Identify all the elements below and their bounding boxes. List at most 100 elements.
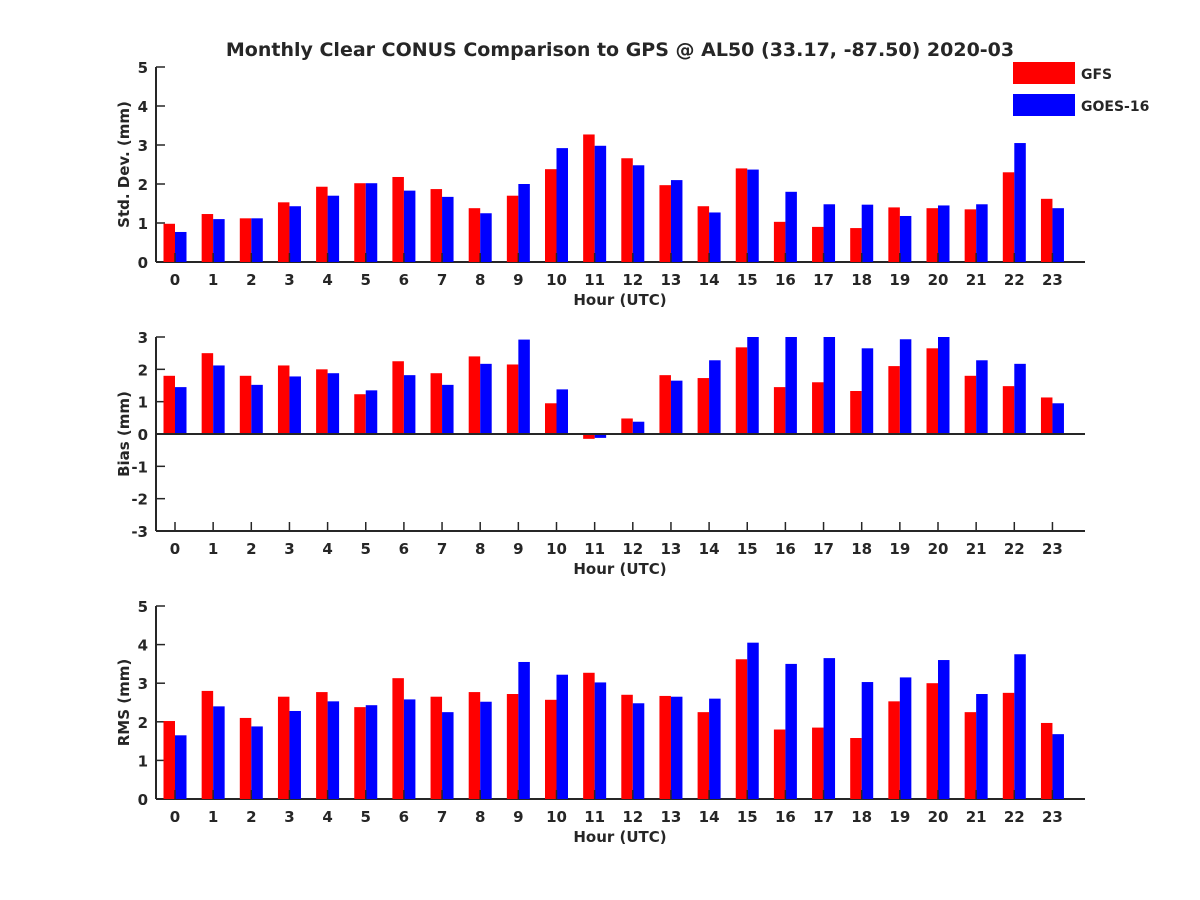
- x-tick-label: 17: [813, 808, 834, 826]
- bar-goes16: [785, 663, 797, 799]
- x-tick-label: 10: [546, 271, 567, 289]
- y-tick-label: -3: [131, 523, 148, 541]
- x-tick-label: 20: [928, 808, 949, 826]
- x-tick-label: 3: [284, 540, 294, 558]
- x-tick-label: 13: [661, 540, 682, 558]
- bar-gfs: [201, 690, 214, 799]
- bar-gfs: [964, 375, 977, 434]
- x-tick-label: 11: [584, 540, 605, 558]
- bar-gfs: [1040, 397, 1053, 434]
- bar-gfs: [201, 353, 214, 434]
- bar-goes16: [861, 204, 874, 262]
- bar-goes16: [251, 384, 263, 434]
- x-tick-label: 23: [1042, 540, 1063, 558]
- x-tick-label: 0: [170, 540, 180, 558]
- bar-goes16: [632, 165, 645, 262]
- x-tick-label: 2: [246, 271, 256, 289]
- bar-goes16: [403, 699, 416, 799]
- x-tick-label: 4: [322, 808, 332, 826]
- x-tick-label: 18: [851, 808, 872, 826]
- bar-goes16: [899, 677, 912, 799]
- x-tick-label: 8: [475, 540, 485, 558]
- bar-gfs: [621, 158, 633, 262]
- bar-goes16: [747, 337, 759, 434]
- bar-goes16: [899, 215, 912, 262]
- bar-gfs: [850, 738, 862, 799]
- bar-gfs: [735, 168, 748, 262]
- bar-gfs: [468, 692, 481, 799]
- bar-gfs: [163, 721, 175, 799]
- x-tick-label: 14: [699, 540, 720, 558]
- bar-gfs: [888, 366, 900, 434]
- bar-goes16: [976, 204, 988, 262]
- x-tick-label: 13: [661, 808, 682, 826]
- x-tick-label: 18: [851, 271, 872, 289]
- bar-goes16: [976, 694, 988, 799]
- bar-gfs: [468, 356, 481, 434]
- bar-gfs: [545, 403, 557, 434]
- x-tick-label: 19: [889, 540, 910, 558]
- bar-goes16: [709, 212, 721, 262]
- bar-gfs: [773, 221, 786, 262]
- bar-goes16: [518, 661, 530, 799]
- bar-gfs: [545, 699, 557, 799]
- bar-gfs: [697, 206, 710, 262]
- bar-goes16: [365, 183, 378, 262]
- bar-goes16: [594, 682, 607, 799]
- bar-goes16: [747, 169, 759, 262]
- bar-gfs: [888, 701, 900, 799]
- bar-gfs: [621, 694, 633, 799]
- x-tick-label: 19: [889, 271, 910, 289]
- bar-goes16: [709, 698, 721, 799]
- bar-goes16: [1014, 363, 1026, 434]
- bar-goes16: [403, 190, 416, 262]
- y-tick-label: 4: [138, 637, 148, 655]
- bar-gfs: [277, 696, 290, 799]
- bar-gfs: [1002, 692, 1015, 799]
- bar-gfs: [354, 707, 366, 799]
- bar-goes16: [518, 184, 530, 262]
- bar-gfs: [430, 189, 443, 262]
- bar-gfs: [812, 727, 824, 799]
- bar-goes16: [213, 706, 225, 799]
- bar-goes16: [251, 218, 263, 262]
- bar-gfs: [468, 208, 481, 262]
- x-tick-label: 22: [1004, 540, 1025, 558]
- bar-goes16: [747, 642, 759, 799]
- bar-gfs: [583, 434, 595, 439]
- x-tick-label: 21: [966, 540, 987, 558]
- y-tick-label: 3: [138, 675, 148, 693]
- x-tick-label: 23: [1042, 271, 1063, 289]
- bar-gfs: [812, 226, 824, 262]
- x-tick-label: 5: [361, 808, 371, 826]
- bar-goes16: [403, 375, 416, 434]
- y-tick-label: 0: [138, 791, 148, 809]
- bar-gfs: [735, 347, 748, 434]
- bar-goes16: [327, 701, 340, 799]
- bar-goes16: [289, 710, 301, 799]
- y-tick-label: 1: [138, 394, 148, 412]
- x-tick-label: 3: [284, 271, 294, 289]
- x-tick-label: 11: [584, 808, 605, 826]
- bar-goes16: [480, 213, 492, 262]
- x-tick-label: 0: [170, 808, 180, 826]
- bar-goes16: [1014, 654, 1026, 799]
- bar-goes16: [175, 231, 187, 262]
- y-tick-label: 3: [138, 137, 148, 155]
- y-tick-label: 2: [138, 714, 148, 732]
- bar-goes16: [213, 365, 225, 434]
- x-tick-label: 7: [437, 808, 447, 826]
- bar-gfs: [545, 169, 557, 262]
- y-axis-label: RMS (mm): [115, 659, 133, 746]
- x-tick-label: 2: [246, 808, 256, 826]
- x-tick-label: 14: [699, 808, 720, 826]
- y-tick-label: 3: [138, 329, 148, 347]
- bar-gfs: [506, 195, 519, 262]
- bar-gfs: [239, 717, 252, 799]
- bar-gfs: [735, 659, 748, 799]
- bar-goes16: [442, 196, 454, 262]
- y-tick-label: 0: [138, 254, 148, 272]
- bar-goes16: [632, 421, 645, 434]
